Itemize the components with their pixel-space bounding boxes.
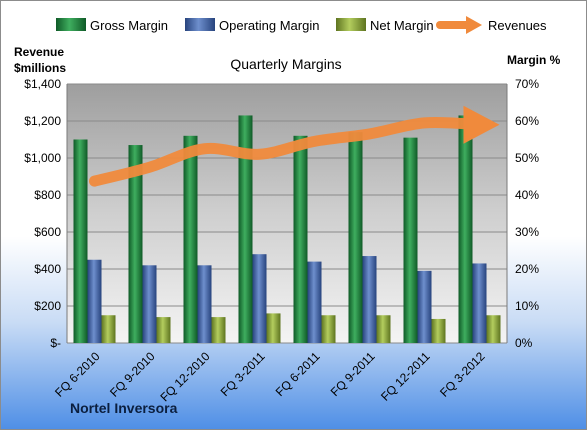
legend-label-gross-margin: Gross Margin (90, 18, 168, 33)
legend-item-net-margin: Net Margin (336, 18, 434, 33)
right-axis-title: Margin % (507, 53, 561, 67)
legend-swatch-net-margin (336, 18, 366, 31)
legend-item-gross-margin: Gross Margin (56, 18, 168, 33)
right-tick-label: 40% (515, 188, 539, 202)
left-tick-label: $1,000 (24, 151, 61, 165)
bar-net-margin (101, 315, 116, 343)
bar-net-margin (266, 313, 281, 343)
left-tick-label: $400 (34, 262, 61, 276)
category-label: FQ 3-2011 (218, 349, 268, 399)
legend: Gross Margin Operating Margin Net Margin… (56, 16, 547, 34)
category-label: FQ 12-2011 (378, 349, 433, 404)
category-label: FQ 9-2011 (328, 349, 378, 399)
bar-gross-margin (458, 115, 473, 343)
bar-gross-margin (128, 145, 143, 343)
right-tick-label: 20% (515, 262, 539, 276)
bar-net-margin (431, 318, 446, 343)
category-label: FQ 3-2012 (437, 349, 488, 400)
bar-net-margin (321, 315, 336, 343)
category-label: FQ 6-2011 (273, 349, 323, 399)
bar-net-margin (486, 315, 501, 343)
left-axis-title-line2: $millions (14, 61, 66, 75)
bar-gross-margin (293, 135, 308, 343)
legend-item-operating-margin: Operating Margin (185, 18, 319, 33)
bars (73, 115, 501, 343)
revenue-line (89, 116, 485, 187)
bar-operating-margin (197, 265, 212, 343)
right-tick-label: 70% (515, 77, 539, 91)
revenue-series (89, 105, 500, 187)
chart-title: Quarterly Margins (230, 56, 341, 72)
legend-item-revenues: Revenues (436, 16, 547, 34)
right-tick-label: 60% (515, 114, 539, 128)
bar-operating-margin (142, 265, 157, 343)
left-tick-label: $200 (34, 299, 61, 313)
left-tick-label: $600 (34, 225, 61, 239)
category-label: FQ 6-2010 (52, 349, 103, 400)
legend-label-operating-margin: Operating Margin (219, 18, 319, 33)
legend-swatch-gross-margin (56, 18, 86, 31)
bar-net-margin (376, 315, 391, 343)
left-tick-label: $800 (34, 188, 61, 202)
footer-label: Nortel Inversora (70, 400, 178, 416)
bar-net-margin (156, 317, 171, 343)
right-tick-label: 0% (515, 336, 533, 350)
category-labels: FQ 6-2010 FQ 9-2010 FQ 12-2010 FQ 3-2011 FQ … (52, 349, 488, 404)
legend-swatch-revenues-arrowhead (466, 16, 482, 34)
right-tick-label: 10% (515, 299, 539, 313)
bar-gross-margin (183, 135, 198, 343)
left-tick-label: $1,400 (24, 77, 61, 91)
category-label: FQ 9-2010 (107, 349, 158, 400)
bar-gross-margin (348, 132, 363, 343)
bar-net-margin (211, 317, 226, 343)
bar-operating-margin (307, 261, 322, 343)
right-axis-ticks: 0% 10% 20% 30% 40% 50% 60% 70% (515, 77, 539, 350)
left-axis-ticks: $- $200 $400 $600 $800 $1,000 $1,200 $1,400 (24, 77, 61, 350)
bar-gross-margin (238, 115, 253, 343)
right-tick-label: 50% (515, 151, 539, 165)
left-tick-label: $- (50, 336, 61, 350)
right-tick-label: 30% (515, 225, 539, 239)
legend-swatch-operating-margin (185, 18, 215, 31)
legend-label-revenues: Revenues (488, 18, 547, 33)
bar-operating-margin (362, 256, 377, 343)
category-label: FQ 12-2010 (157, 349, 212, 404)
left-tick-label: $1,200 (24, 114, 61, 128)
left-axis-title-line1: Revenue (14, 45, 64, 59)
legend-label-net-margin: Net Margin (370, 18, 434, 33)
bar-operating-margin (252, 254, 267, 343)
bar-operating-margin (472, 263, 487, 343)
bar-gross-margin (403, 137, 418, 343)
bar-operating-margin (87, 259, 102, 343)
bar-gross-margin (73, 139, 88, 343)
bar-operating-margin (417, 270, 432, 343)
revenue-arrowhead (463, 105, 500, 144)
